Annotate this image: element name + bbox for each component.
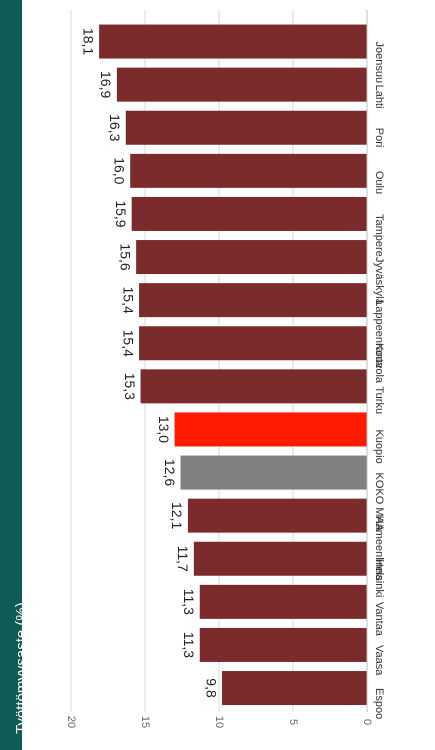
category-label: Jyväskylä	[373, 257, 385, 306]
bar	[99, 24, 368, 59]
value-label: 13,0	[156, 416, 172, 443]
value-label: 11,7	[175, 546, 191, 572]
category-label: Tampere	[373, 214, 385, 257]
category-label: Lappeenranta	[373, 300, 385, 369]
value-label: 15,6	[117, 243, 133, 270]
bar	[174, 412, 367, 447]
value-label: 16,0	[111, 157, 127, 184]
bar	[187, 498, 367, 533]
category-label: Helsinki	[373, 559, 385, 598]
axis-tick-label: 0	[361, 719, 373, 725]
bar	[139, 326, 367, 361]
value-label: 16,9	[98, 71, 114, 98]
axis-tick-label: 20	[65, 716, 77, 728]
value-label: 15,4	[120, 287, 136, 314]
category-label: KOKO MAA	[373, 473, 385, 532]
category-label: Kuopio	[373, 429, 385, 463]
axis-tick-label: 10	[213, 716, 225, 728]
bar	[180, 455, 367, 490]
category-label: Turku	[373, 386, 385, 414]
bar	[136, 240, 367, 275]
axis-tick-label: 5	[287, 719, 299, 725]
category-label: Pori	[373, 128, 385, 148]
value-label: 15,3	[122, 373, 138, 400]
category-label: Joensuu	[373, 42, 385, 84]
bar	[199, 627, 367, 662]
bar	[140, 369, 367, 404]
value-label: 15,9	[113, 200, 129, 227]
value-label: 16,3	[107, 114, 123, 141]
category-label: Hämeenlinna	[373, 516, 385, 582]
axis-tick-label: 15	[139, 716, 151, 728]
category-label: Vaasa	[373, 645, 385, 676]
category-label: Kouvola	[373, 343, 385, 384]
bar	[199, 584, 367, 619]
bar-chart: 0 5 10 15 20 Joensuu 18,1 Lahti 16,9 Pori 16,3 Oulu…	[65, 10, 385, 728]
title-bar: Työttömyysaste (%)	[0, 0, 30, 750]
bar	[130, 153, 367, 188]
bar	[221, 671, 367, 706]
value-label: 15,4	[120, 330, 136, 357]
value-label: 12,1	[169, 502, 185, 529]
category-label: Espoo	[373, 688, 385, 719]
bar	[139, 283, 367, 318]
value-label: 18,1	[80, 28, 96, 55]
bar	[193, 541, 367, 576]
value-label: 11,3	[181, 632, 197, 658]
category-label: Lahti	[373, 85, 385, 109]
value-label: 12,6	[162, 459, 178, 486]
value-label: 9,8	[203, 678, 219, 698]
bar	[116, 67, 367, 102]
value-label: 11,3	[181, 589, 197, 615]
bar	[131, 196, 367, 231]
category-label: Oulu	[373, 171, 385, 194]
category-label: Vantaa	[373, 602, 385, 637]
bar	[125, 110, 367, 145]
